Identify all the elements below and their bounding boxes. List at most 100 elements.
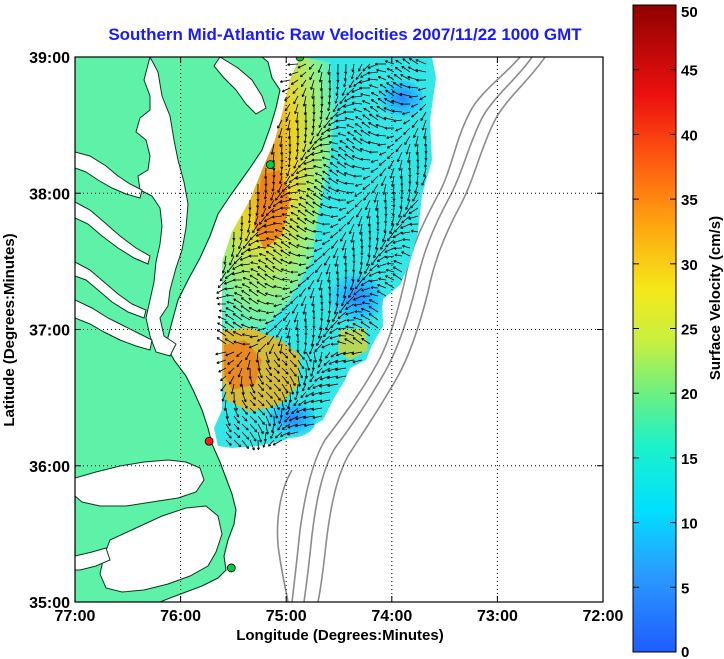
- velocity-arrow: [241, 431, 250, 440]
- velocity-arrow: [312, 87, 315, 99]
- velocity-arrow: [377, 143, 387, 146]
- velocity-arrowhead: [243, 392, 245, 396]
- velocity-arrowhead: [309, 380, 313, 383]
- velocity-arrowhead: [271, 405, 274, 408]
- velocity-arrowhead: [375, 63, 378, 66]
- velocity-arrow: [370, 106, 379, 113]
- velocity-arrow: [412, 191, 419, 202]
- velocity-arrowhead: [351, 353, 355, 356]
- velocity-arrowhead: [319, 288, 322, 291]
- velocity-arrowhead: [232, 313, 235, 316]
- velocity-arrowhead: [294, 398, 298, 401]
- chart-title: Southern Mid-Atlantic Raw Velocities 200…: [108, 25, 582, 44]
- velocity-arrow: [299, 287, 307, 297]
- velocity-arrowhead: [280, 351, 283, 354]
- velocity-arrow: [331, 239, 339, 249]
- velocity-arrow: [322, 231, 331, 235]
- velocity-arrowhead: [239, 444, 242, 447]
- colorbar-tick-label: 15: [681, 451, 698, 468]
- velocity-arrowhead: [402, 245, 405, 248]
- velocity-arrowhead: [311, 133, 315, 136]
- velocity-arrow: [403, 119, 411, 125]
- velocity-arrow: [226, 263, 235, 273]
- velocity-arrowhead: [264, 196, 267, 200]
- velocity-arrowhead: [296, 244, 299, 248]
- velocity-arrow: [352, 63, 355, 73]
- velocity-arrowhead: [274, 229, 278, 232]
- velocity-arrowhead: [405, 207, 409, 210]
- velocity-arrow: [320, 194, 331, 201]
- velocity-arrowhead: [377, 284, 380, 287]
- velocity-arrowhead: [308, 367, 311, 371]
- velocity-arrow: [233, 407, 239, 418]
- velocity-arrowhead: [393, 248, 397, 250]
- velocity-arrowhead: [336, 170, 339, 173]
- velocity-arrow: [271, 143, 275, 155]
- velocity-arrowhead: [280, 173, 283, 176]
- velocity-arrow: [383, 117, 395, 121]
- velocity-arrow: [391, 215, 395, 226]
- velocity-arrowhead: [376, 105, 379, 109]
- velocity-arrowhead: [330, 326, 334, 329]
- velocity-arrow: [359, 148, 371, 153]
- velocity-arrow: [216, 359, 227, 364]
- velocity-arrowhead: [319, 125, 322, 128]
- velocity-arrow: [283, 220, 291, 225]
- velocity-arrow: [329, 327, 339, 334]
- velocity-arrow: [385, 275, 395, 281]
- velocity-arrow: [378, 247, 387, 257]
- velocity-arrow: [290, 205, 299, 209]
- velocity-arrowhead: [306, 257, 309, 260]
- velocity-arrowhead: [279, 202, 283, 204]
- velocity-arrowhead: [236, 355, 240, 357]
- velocity-arrowhead: [236, 365, 240, 368]
- velocity-arrow: [352, 359, 363, 363]
- velocity-arrow: [310, 79, 315, 90]
- velocity-arrow: [297, 209, 307, 217]
- velocity-arrow: [280, 249, 291, 257]
- velocity-arrow: [264, 273, 275, 281]
- velocity-arrow: [242, 239, 251, 249]
- velocity-arrowhead: [264, 265, 267, 269]
- velocity-arrowhead: [359, 138, 362, 142]
- velocity-arrow: [421, 175, 427, 186]
- velocity-arrow: [229, 255, 235, 266]
- velocity-arrow: [323, 119, 331, 129]
- velocity-arrowhead: [415, 59, 418, 63]
- velocity-arrow: [384, 98, 395, 105]
- velocity-arrow: [280, 343, 283, 354]
- velocity-arrowhead: [399, 168, 402, 171]
- velocity-arrow: [353, 287, 363, 296]
- velocity-arrowhead: [339, 311, 342, 314]
- velocity-arrow: [256, 281, 267, 289]
- colorbar-ticks: 0 5 10 15 20 25 30 35 40 45 50: [633, 4, 698, 659]
- velocity-arrow: [280, 407, 283, 418]
- velocity-arrow: [306, 181, 315, 185]
- velocity-arrow: [360, 314, 371, 321]
- velocity-arrowhead: [240, 264, 243, 267]
- velocity-arrow: [401, 65, 411, 73]
- velocity-arrow: [273, 311, 283, 318]
- velocity-arrow: [403, 127, 411, 135]
- velocity-arrow: [302, 143, 307, 153]
- velocity-arrow: [257, 359, 261, 371]
- velocity-arrow: [218, 367, 227, 373]
- velocity-arrow: [351, 95, 363, 98]
- velocity-arrow: [408, 207, 419, 215]
- velocity-arrowhead: [311, 154, 315, 156]
- velocity-arrow: [338, 223, 347, 232]
- velocity-arrow: [361, 338, 371, 345]
- velocity-arrow: [327, 383, 339, 387]
- velocity-arrow: [321, 177, 331, 185]
- velocity-arrow: [368, 271, 379, 277]
- velocity-arrow: [352, 165, 363, 169]
- velocity-arrowhead: [310, 296, 313, 299]
- velocity-arrowhead: [220, 279, 223, 282]
- velocity-arrow: [316, 127, 323, 137]
- velocity-arrowhead: [257, 310, 261, 313]
- velocity-arrowhead: [327, 186, 331, 190]
- velocity-arrowhead: [384, 60, 388, 64]
- velocity-arrowhead: [321, 308, 324, 312]
- velocity-arrowhead: [343, 295, 346, 299]
- velocity-arrow: [310, 287, 315, 299]
